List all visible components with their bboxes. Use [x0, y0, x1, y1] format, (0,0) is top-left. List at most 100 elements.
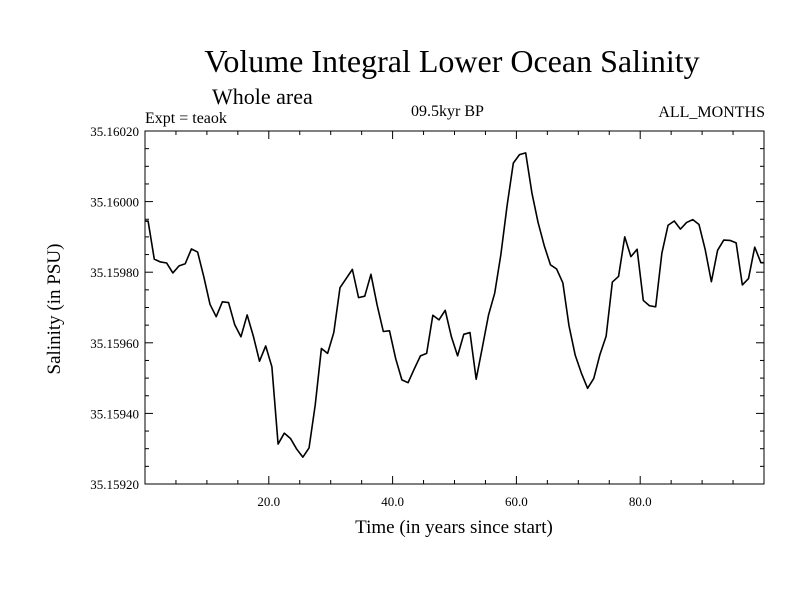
y-tick-label: 35.15960	[90, 336, 139, 351]
data-point	[667, 224, 669, 226]
data-point	[519, 154, 520, 156]
data-point	[760, 262, 762, 264]
data-point	[717, 249, 718, 251]
x-tick-label: 80.0	[629, 494, 652, 509]
data-point	[680, 228, 681, 230]
data-point	[723, 239, 725, 241]
data-point	[438, 319, 440, 321]
months-label: ALL_MONTHS	[658, 104, 765, 121]
y-tick-label: 35.15940	[90, 406, 139, 421]
data-point	[636, 248, 638, 250]
data-point	[147, 220, 149, 222]
data-point	[618, 276, 619, 277]
data-point	[506, 205, 508, 206]
data-point	[537, 222, 539, 223]
data-point	[290, 438, 291, 439]
data-point	[197, 251, 199, 253]
data-point	[531, 192, 533, 194]
data-point	[481, 346, 483, 348]
x-tick-label: 60.0	[505, 494, 528, 509]
data-point	[191, 248, 192, 250]
data-point	[246, 314, 248, 316]
data-point	[370, 273, 372, 275]
data-point	[296, 448, 298, 450]
data-point	[512, 162, 514, 164]
data-point	[463, 333, 465, 335]
y-tick-label: 35.16020	[90, 124, 139, 139]
data-point	[704, 249, 706, 251]
data-point	[525, 152, 527, 154]
data-point	[686, 222, 688, 223]
data-point	[413, 368, 415, 370]
data-point	[624, 236, 626, 238]
data-point	[265, 345, 267, 347]
data-point	[321, 348, 322, 349]
data-point	[661, 252, 663, 254]
salinity-series-points	[147, 152, 762, 458]
data-point	[475, 378, 477, 380]
data-point	[271, 366, 273, 368]
data-point	[655, 306, 657, 308]
data-point	[642, 300, 644, 301]
data-point	[611, 281, 613, 283]
y-tick-label: 35.16000	[90, 195, 139, 210]
data-point	[407, 382, 409, 384]
data-point	[166, 262, 168, 264]
data-point	[556, 268, 558, 270]
y-tick-label: 35.15920	[90, 477, 139, 492]
data-point	[500, 253, 502, 255]
y-tick-label: 35.15980	[90, 265, 139, 280]
data-point	[345, 278, 347, 279]
data-point	[259, 360, 260, 362]
chart-title: Volume Integral Lower Ocean Salinity	[204, 43, 699, 79]
x-tick-labels: 20.0 40.0 60.0 80.0	[257, 494, 651, 509]
data-point	[741, 284, 743, 286]
period-label: 09.5kyr BP	[411, 103, 484, 120]
data-point	[729, 240, 731, 241]
data-point	[364, 295, 366, 297]
data-point	[395, 358, 397, 360]
data-point	[228, 302, 229, 303]
data-point	[209, 303, 211, 305]
data-point	[710, 281, 712, 283]
data-point	[221, 301, 223, 303]
data-point	[735, 242, 737, 244]
data-point	[389, 330, 390, 332]
data-point	[649, 305, 650, 307]
data-point	[351, 268, 353, 270]
data-point	[426, 352, 428, 354]
data-point	[673, 220, 675, 222]
data-point	[451, 336, 452, 338]
data-point	[203, 276, 205, 278]
data-point	[748, 278, 749, 279]
y-axis-label: Salinity (in PSU)	[44, 244, 65, 375]
data-point	[215, 316, 217, 318]
y-tick-labels: 35.15920 35.15940 35.15960 35.15980 35.16000…	[90, 124, 139, 492]
data-point	[543, 245, 545, 247]
x-tick-label: 20.0	[257, 494, 280, 509]
expt-label: Expt = teaok	[145, 110, 227, 127]
data-point	[240, 336, 242, 338]
chart-subtitle: Whole area	[212, 84, 313, 109]
data-point	[469, 332, 471, 333]
data-point	[333, 332, 335, 333]
tick-marks	[145, 131, 764, 484]
data-point	[277, 443, 279, 445]
data-point	[630, 256, 632, 258]
x-tick-label: 40.0	[381, 494, 404, 509]
x-axis-label: Time (in years since start)	[355, 517, 553, 538]
data-point	[358, 297, 359, 299]
data-point	[494, 292, 496, 294]
data-point	[562, 282, 564, 284]
data-point	[574, 354, 576, 356]
data-point	[184, 263, 186, 265]
salinity-series-line	[145, 152, 764, 458]
data-point	[550, 264, 551, 266]
data-point	[401, 379, 403, 381]
data-point	[314, 404, 316, 406]
data-point	[160, 261, 161, 263]
data-point	[568, 325, 570, 327]
data-point	[580, 372, 582, 374]
plot-frame	[144, 130, 765, 485]
data-point	[339, 287, 341, 289]
